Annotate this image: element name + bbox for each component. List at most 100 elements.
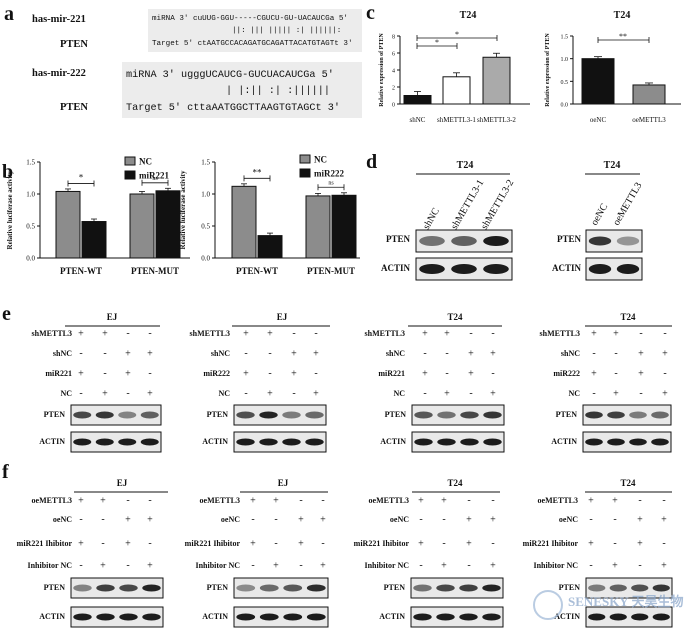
blot-band <box>73 411 92 419</box>
blot-band <box>588 613 606 621</box>
blot-row-label: PTEN <box>386 234 411 244</box>
condition-sign: - <box>491 368 494 379</box>
condition-sign: + <box>418 539 424 550</box>
condition-sign: - <box>491 538 494 549</box>
condition-label: miR221 <box>45 369 72 378</box>
lane-label: shNC <box>421 206 442 232</box>
panel-b: 0.0 0.5 1.0 1.5 Relative luciferase activity… <box>6 154 360 276</box>
condition-sign: + <box>591 369 597 380</box>
condition-label: NC <box>218 389 230 398</box>
condition-sign: - <box>592 388 595 399</box>
condition-label: shNC <box>386 349 405 358</box>
blot-title: T24 <box>457 160 474 171</box>
condition-sign: + <box>637 539 643 550</box>
condition-sign: - <box>299 560 302 571</box>
condition-sign: - <box>614 348 617 359</box>
legend-label: miR222 <box>314 169 344 179</box>
condition-label: miR222 <box>553 369 580 378</box>
condition-label: shNC <box>561 349 580 358</box>
bar <box>632 84 666 105</box>
condition-sign: + <box>588 539 594 550</box>
blot-band <box>460 411 479 419</box>
sig-mark: ** <box>619 32 627 41</box>
condition-sign: - <box>101 538 104 549</box>
blot-band <box>283 584 303 592</box>
blot-band <box>236 584 256 592</box>
condition-sign: - <box>613 514 616 525</box>
bar <box>81 221 107 259</box>
condition-sign: - <box>662 495 665 506</box>
condition-sign: + <box>422 369 428 380</box>
condition-sign: + <box>147 561 153 572</box>
condition-label: shMETTL3 <box>365 329 405 338</box>
blot-band <box>607 411 625 419</box>
mirna-sequence: miRNA 3' ugggUCAUCG-GUCUACAUCGa 5' <box>126 69 334 81</box>
cell-line-title: T24 <box>447 478 463 488</box>
condition-sign: - <box>103 368 106 379</box>
blot-strip-pten <box>410 577 504 599</box>
condition-sign: - <box>467 560 470 571</box>
blot-band <box>483 264 509 274</box>
blot-band <box>413 584 432 592</box>
blot-band <box>140 438 159 446</box>
blot-band <box>616 236 640 246</box>
condition-sign: - <box>663 328 666 339</box>
blot-strip-pten <box>585 229 643 253</box>
condition-label: Inhibitor NC <box>364 561 409 570</box>
blot-band <box>483 236 509 246</box>
condition-label: oeNC <box>221 515 240 524</box>
y-axis-label: Relative expression of PTEN <box>545 33 551 107</box>
sig-mark: * <box>79 172 84 182</box>
blot-row-label: PTEN <box>384 583 406 592</box>
legend-swatch <box>124 170 136 180</box>
condition-sign: - <box>321 538 324 549</box>
blot-band <box>306 613 326 621</box>
condition-sign: + <box>441 561 447 572</box>
blot-band <box>142 584 161 592</box>
x-category-label: PTEN-WT <box>236 266 278 276</box>
blot-band <box>451 236 477 246</box>
bar <box>55 190 81 259</box>
blot-band <box>459 613 478 621</box>
condition-label: miR221 Ihibitor <box>17 539 73 548</box>
blot-band <box>414 411 433 419</box>
blot-band <box>283 613 303 621</box>
panel-label-b: b <box>2 161 13 183</box>
blot-band <box>413 613 432 621</box>
condition-sign: - <box>638 495 641 506</box>
blot-band <box>483 438 502 446</box>
legend-label: NC <box>139 157 152 167</box>
mirna-name: has-mir-222 <box>32 68 86 79</box>
blot-row-label: ACTIN <box>554 612 580 621</box>
legend-swatch <box>124 156 136 166</box>
condition-sign: + <box>662 349 668 360</box>
condition-label: oeMETTL3 <box>369 496 409 505</box>
blot-band <box>95 411 114 419</box>
blot-band <box>259 438 278 446</box>
target-sequence: Target 5' cttaAATGGCTTAAGTGTAGCt 3' <box>126 102 340 114</box>
condition-label: NC <box>568 389 580 398</box>
condition-sign: + <box>243 369 249 380</box>
chart-title: T24 <box>460 10 477 21</box>
x-category-label: shMETTL3-2 <box>477 116 516 124</box>
sig-mark: ns <box>152 176 158 182</box>
blot-row-label: ACTIN <box>380 437 406 446</box>
legend-swatch <box>299 154 311 164</box>
blot-band <box>607 438 625 446</box>
bar <box>442 76 471 105</box>
cell-line-title: T24 <box>620 312 636 322</box>
blot-strip-pten <box>233 577 329 599</box>
blot-band <box>588 236 612 246</box>
y-tick-label: 0.5 <box>26 223 35 231</box>
blot-band <box>652 584 670 592</box>
blot-row-label: ACTIN <box>379 612 405 621</box>
condition-sign: + <box>320 561 326 572</box>
condition-sign: - <box>321 495 324 506</box>
condition-sign: + <box>78 496 84 507</box>
condition-sign: + <box>313 389 319 400</box>
condition-sign: + <box>588 496 594 507</box>
condition-sign: + <box>147 515 153 526</box>
blot-band <box>419 264 445 274</box>
panel-label-f: f <box>2 461 9 483</box>
